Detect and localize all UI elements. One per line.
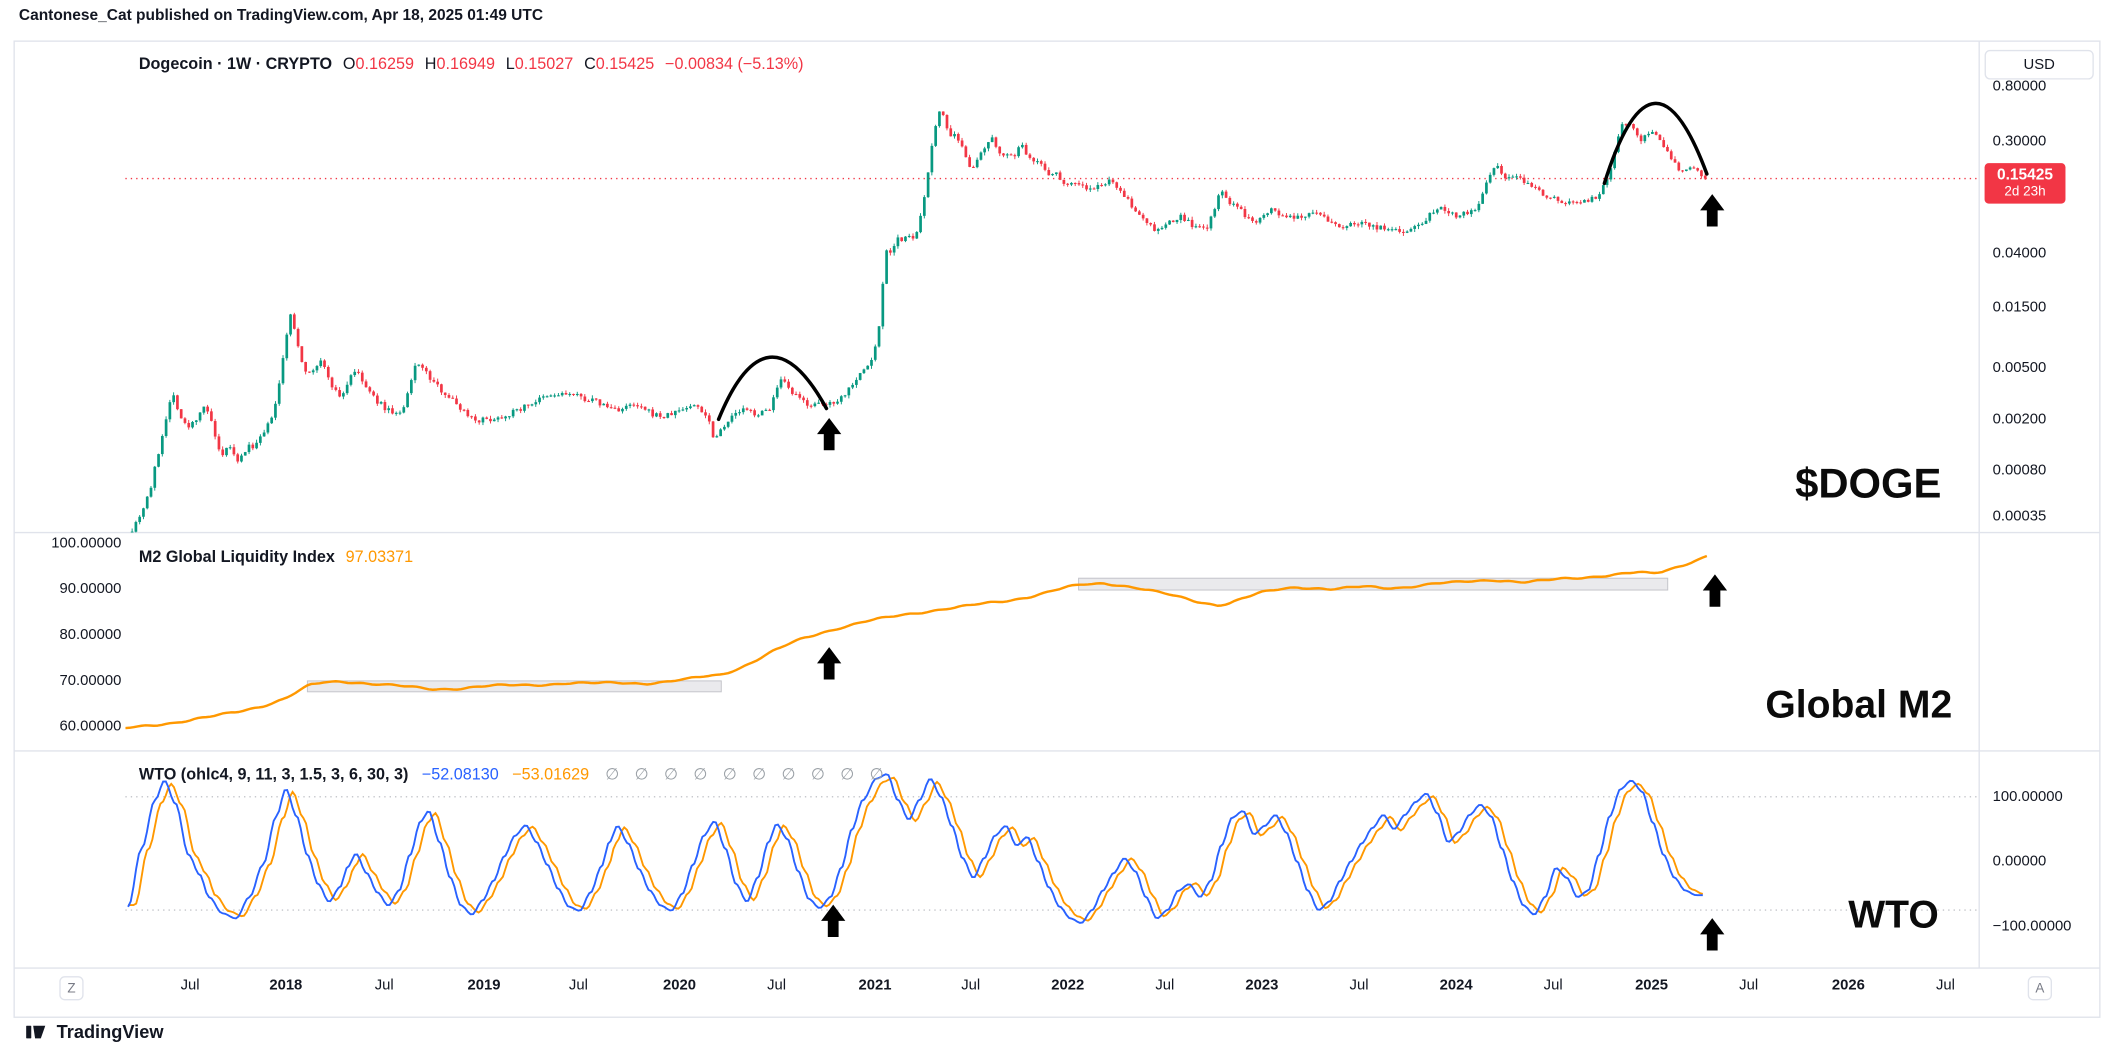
doge-legend: Dogecoin · 1W · CRYPTO O0.16259 H0.16949…	[139, 54, 804, 73]
bar-countdown: 2d 23h	[2004, 185, 2046, 201]
tradingview-logo-icon	[26, 1025, 46, 1039]
m2-legend: M2 Global Liquidity Index 97.03371	[139, 547, 413, 566]
m2-axis-label: 80.00000	[59, 626, 122, 643]
last-price: 0.15425	[1996, 167, 2054, 184]
wto-pane-label: WTO	[1848, 893, 1939, 938]
time-axis-label: 2020	[662, 977, 697, 994]
time-axis-label: 2026	[1831, 977, 1865, 994]
wto-value-2: −53.01629	[512, 764, 590, 784]
doge-price-axis-label: 0.80000	[1992, 78, 2047, 95]
change-value: −0.00834 (−5.13%)	[665, 53, 804, 73]
doge-price-axis-label: 0.00500	[1992, 360, 2047, 377]
time-axis-label: 2021	[858, 977, 892, 994]
symbol-title[interactable]: Dogecoin · 1W · CRYPTO	[138, 53, 333, 73]
wto-axis-label: 0.00000	[1992, 852, 2047, 869]
chart-card	[13, 40, 2101, 1018]
footer-brand[interactable]: TradingView	[24, 1021, 164, 1044]
time-axis-label: Jul	[1155, 977, 1175, 994]
time-axis-label: Jul	[1936, 977, 1955, 994]
doge-price-axis-label: 0.01500	[1992, 299, 2047, 316]
wto-empty-values: ∅ ∅ ∅ ∅ ∅ ∅ ∅ ∅ ∅ ∅	[605, 764, 890, 784]
m2-axis-label: 60.00000	[59, 717, 122, 735]
close-value: C0.15425	[584, 53, 655, 73]
doge-price-axis-label: 0.00080	[1992, 461, 2047, 479]
timezone-button[interactable]: Z	[59, 976, 84, 1001]
wto-legend-title[interactable]: WTO (ohlc4, 9, 11, 3, 1.5, 3, 6, 30, 3)	[138, 764, 409, 784]
time-axis-label: Jul	[961, 977, 981, 994]
adjust-button[interactable]: A	[2027, 976, 2052, 1001]
brand-name: TradingView	[56, 1021, 164, 1043]
time-axis-label: 2018	[269, 977, 303, 994]
time-axis-label: 2019	[467, 977, 501, 994]
doge-pane-label: $DOGE	[1795, 459, 1942, 507]
time-axis-label: Jul	[767, 977, 787, 994]
attribution-text: Cantonese_Cat published on TradingView.c…	[18, 8, 544, 25]
time-axis-label: Jul	[180, 977, 200, 994]
time-axis-label: 2025	[1635, 977, 1669, 994]
open-value: O0.16259	[342, 53, 415, 73]
time-axis-label: Jul	[568, 977, 588, 994]
m2-axis-label: 90.00000	[59, 580, 122, 597]
currency-button[interactable]: USD	[1984, 49, 2094, 80]
doge-price-axis-label: 0.30000	[1992, 132, 2047, 149]
m2-legend-value: 97.03371	[345, 547, 414, 567]
time-axis-label: Jul	[374, 977, 394, 994]
low-value: L0.15027	[505, 53, 574, 73]
m2-axis-label: 100.00000	[51, 534, 122, 551]
high-value: H0.16949	[424, 53, 495, 73]
last-price-badge: 0.15425 2d 23h	[1984, 163, 2066, 205]
time-axis-label: Jul	[1543, 977, 1563, 994]
m2-pane-label: Global M2	[1765, 683, 1953, 727]
time-axis-label: Jul	[1739, 977, 1759, 994]
time-axis-label: 2024	[1439, 977, 1473, 994]
wto-axis-label: 100.00000	[1992, 788, 2063, 805]
wto-axis-label: −100.00000	[1992, 917, 2072, 934]
time-axis-label: Jul	[1349, 977, 1369, 994]
time-axis-label: 2022	[1051, 977, 1085, 994]
doge-price-axis-label: 0.00035	[1992, 507, 2047, 524]
m2-axis-label: 70.00000	[59, 672, 122, 689]
time-axis-label: 2023	[1245, 977, 1279, 994]
m2-legend-title[interactable]: M2 Global Liquidity Index	[138, 547, 335, 567]
doge-price-axis-label: 0.04000	[1992, 244, 2047, 261]
wto-value-1: −52.08130	[421, 764, 499, 784]
wto-legend: WTO (ohlc4, 9, 11, 3, 1.5, 3, 6, 30, 3) …	[139, 764, 889, 783]
doge-price-axis-label: 0.00200	[1992, 410, 2047, 428]
